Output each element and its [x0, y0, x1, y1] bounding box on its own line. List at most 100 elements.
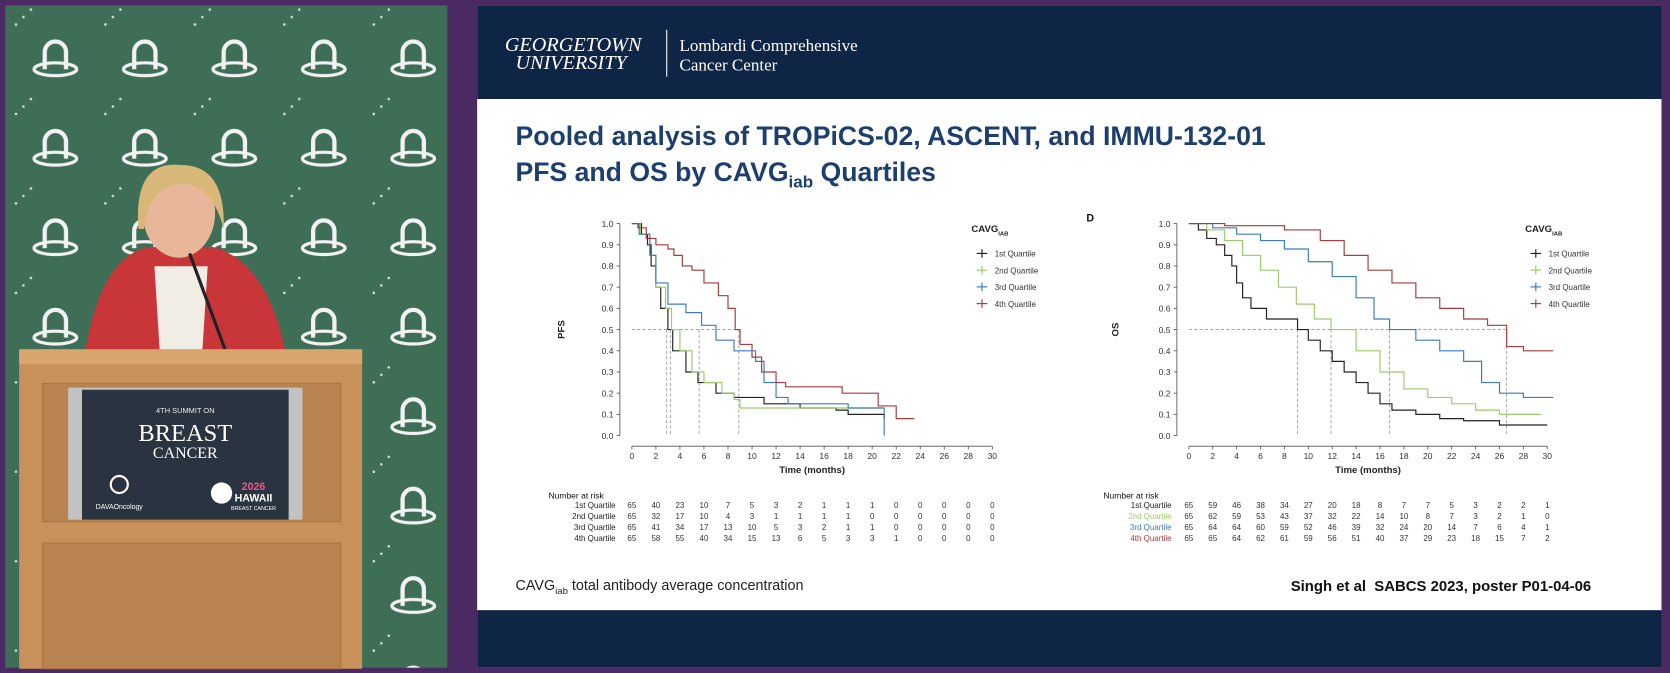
risk-count: 1 — [822, 512, 827, 521]
risk-count: 65 — [1184, 523, 1193, 532]
survival-curve — [1188, 222, 1554, 352]
y-tick-label: 0.8 — [602, 261, 614, 271]
risk-count: 7 — [1449, 512, 1454, 521]
risk-count: 56 — [1328, 534, 1337, 543]
slide-body — [477, 5, 1662, 668]
risk-count: 0 — [870, 512, 875, 521]
x-tick-label: 22 — [891, 451, 901, 461]
x-tick-label: 10 — [1304, 451, 1314, 461]
risk-count: 0 — [918, 501, 923, 510]
footnote-text: total antibody average concentration — [568, 578, 804, 594]
sign-text: DAVAOncology — [96, 504, 144, 511]
sign-flower — [210, 482, 233, 504]
risk-count: 15 — [748, 534, 757, 543]
y-axis-label: PFS — [556, 320, 567, 339]
x-tick-label: 2 — [1210, 451, 1215, 461]
y-tick-label: 0.2 — [1159, 388, 1171, 398]
risk-row-label: 1st Quartile — [1131, 501, 1172, 510]
survival-curve — [631, 222, 915, 420]
risk-count: 6 — [798, 534, 803, 543]
risk-count: 1 — [822, 501, 827, 510]
y-tick-label: 0.9 — [602, 240, 614, 250]
risk-count: 0 — [918, 523, 923, 532]
risk-row-label: 4th Quartile — [574, 534, 616, 543]
x-tick-label: 20 — [1423, 451, 1433, 461]
y-tick-label: 0.3 — [1159, 367, 1171, 377]
risk-count: 62 — [1208, 512, 1217, 521]
y-tick-label: 0.7 — [1159, 282, 1171, 292]
legend-label: 4th Quartile — [995, 300, 1037, 309]
risk-count: 64 — [1232, 534, 1241, 543]
y-tick-label: 0.1 — [602, 410, 614, 420]
x-tick-label: 28 — [964, 451, 974, 461]
x-tick-label: 8 — [726, 451, 731, 461]
risk-count: 1 — [1545, 523, 1550, 532]
risk-count: 1 — [846, 523, 851, 532]
y-tick-label: 0.7 — [602, 282, 614, 292]
risk-count: 37 — [1399, 534, 1408, 543]
risk-count: 15 — [1495, 534, 1504, 543]
x-tick-label: 6 — [1258, 451, 1263, 461]
risk-count: 0 — [990, 501, 995, 510]
risk-count: 5 — [1449, 501, 1454, 510]
legend-title: CAVGIAB — [1525, 224, 1562, 237]
risk-row-label: 2nd Quartile — [572, 512, 616, 521]
risk-row-label: 2nd Quartile — [1128, 512, 1172, 521]
sign-logo — [109, 474, 129, 495]
risk-count: 0 — [894, 512, 899, 521]
risk-count: 10 — [748, 523, 757, 532]
survival-curve — [1188, 222, 1542, 415]
logo-text: GEORGETOWN — [505, 34, 643, 56]
risk-count: 65 — [627, 501, 636, 510]
x-tick-label: 18 — [1399, 451, 1409, 461]
y-tick-label: 0.5 — [1159, 325, 1171, 335]
y-tick-label: 1.0 — [602, 219, 614, 229]
x-tick-label: 16 — [819, 451, 829, 461]
risk-count: 59 — [1304, 534, 1313, 543]
y-tick-label: 0.0 — [602, 431, 614, 441]
risk-count: 0 — [966, 534, 971, 543]
x-tick-label: 30 — [988, 451, 998, 461]
y-tick-label: 0.6 — [1159, 304, 1171, 314]
risk-count: 34 — [1280, 501, 1289, 510]
risk-count: 40 — [651, 501, 660, 510]
risk-count: 23 — [1447, 534, 1456, 543]
legend-label: 2nd Quartile — [1549, 266, 1593, 275]
x-tick-label: 14 — [1351, 451, 1361, 461]
risk-count: 1 — [1521, 512, 1526, 521]
risk-count: 10 — [700, 512, 709, 521]
risk-count: 24 — [1399, 523, 1408, 532]
risk-count: 0 — [966, 523, 971, 532]
y-tick-label: 0.4 — [1159, 346, 1171, 356]
citation: Singh et al SABCS 2023, poster P01-04-06 — [1291, 579, 1591, 595]
risk-count: 51 — [1352, 534, 1361, 543]
risk-table-title: Number at risk — [549, 490, 605, 500]
sign-text: 2026 — [242, 481, 266, 493]
x-tick-label: 28 — [1519, 451, 1529, 461]
risk-count: 2 — [1497, 501, 1502, 510]
logo-text: Cancer Center — [680, 55, 778, 74]
sign-text: 4TH SUMMIT ON — [156, 406, 215, 415]
x-axis-label: Time (months) — [1335, 465, 1401, 476]
risk-count: 2 — [798, 501, 803, 510]
legend-label: 1st Quartile — [995, 250, 1036, 259]
risk-count: 8 — [1426, 512, 1431, 521]
risk-count: 39 — [1352, 523, 1361, 532]
x-tick-label: 18 — [843, 451, 853, 461]
risk-count: 37 — [1304, 512, 1313, 521]
risk-row-label: 1st Quartile — [575, 501, 616, 510]
survival-curve — [631, 222, 885, 436]
risk-count: 65 — [627, 523, 636, 532]
x-tick-label: 30 — [1543, 451, 1553, 461]
x-tick-label: 4 — [1234, 451, 1239, 461]
microphone — [188, 252, 228, 352]
panel-label: D — [1086, 212, 1094, 224]
risk-count: 62 — [1256, 534, 1265, 543]
sign-text: BREAST CANCER — [231, 506, 276, 512]
x-tick-label: 24 — [1471, 451, 1481, 461]
y-tick-label: 0.6 — [602, 304, 614, 314]
video-panel: 4TH SUMMIT ON BREAST CANCER DAVAOncology… — [5, 5, 448, 670]
legend-label: 3rd Quartile — [995, 283, 1037, 292]
risk-table-title: Number at risk — [1103, 490, 1159, 500]
